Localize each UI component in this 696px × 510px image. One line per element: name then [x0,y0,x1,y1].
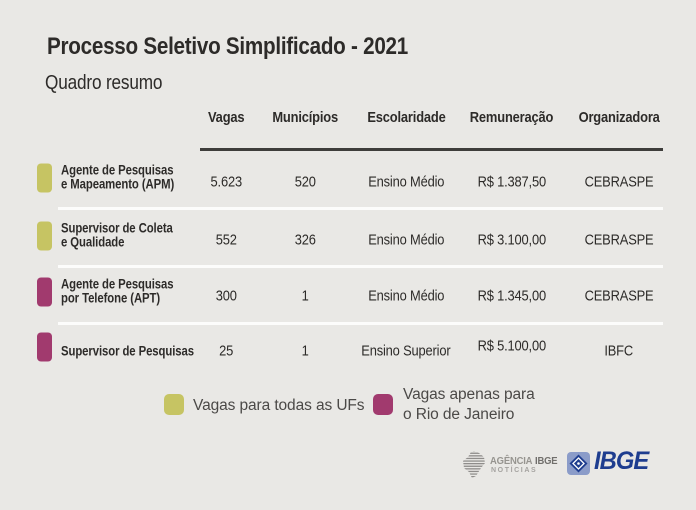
cell-vagas: 552 [215,231,237,249]
agencia-ibge-noticias-logo: AGÊNCIA IBGE NOTÍCIAS [461,450,571,480]
page-subtitle: Quadro resumo [45,72,181,95]
row-category-marker-olive [37,163,52,193]
row-category-marker-magenta [37,277,52,307]
legend-label-rio: Vagas apenas para o Rio de Janeiro [403,386,535,423]
row-separator [58,265,663,268]
legend-label-todas-ufs: Vagas para todas as UFs [193,397,365,414]
cell-escolaridade: Ensino Médio [367,287,445,305]
row-role-label: Agente de Pesquisas por Telefone (APT) [61,276,174,305]
page-title-text: Processo Seletivo Simplificado - 2021 [47,33,408,60]
ibge-wordmark: IBGE [594,447,649,475]
row-role-label: Supervisor de Pesquisas [61,343,194,359]
cell-municipios: 1 [301,342,309,360]
row-role-label: Agente de Pesquisas e Mapeamento (APM) [61,162,175,191]
cell-vagas: 5.623 [210,173,242,191]
column-header-municipios: Municípios [272,109,338,126]
cell-escolaridade: Ensino Médio [367,231,445,249]
cell-organizadora: CEBRASPE [584,287,654,305]
row-separator [58,207,663,210]
agencia-noticias-label: NOTÍCIAS [491,467,538,474]
ibge-logo: IBGE [567,447,662,477]
cell-remuneracao: R$ 1.387,50 [477,173,547,191]
row-category-marker-magenta [37,332,52,362]
column-header-vagas: Vagas [207,109,245,126]
table-row: Agente de Pesquisas e Mapeamento (APM) 5… [0,154,696,210]
column-header-organizadora: Organizadora [578,109,660,126]
cell-remuneracao: R$ 3.100,00 [477,231,547,249]
legend-swatch-magenta [373,394,393,415]
table-row: Agente de Pesquisas por Telefone (APT) 3… [0,268,696,324]
brazil-map-icon [463,451,485,478]
cell-municipios: 326 [294,231,316,249]
cell-escolaridade: Ensino Superior [361,342,451,360]
cell-remuneracao: R$ 5.100,00 [477,337,547,355]
header-rule [200,148,663,151]
column-header-escolaridade: Escolaridade [366,109,446,126]
ibge-flag-icon [567,452,590,475]
row-category-marker-olive [37,221,52,251]
page-subtitle-text: Quadro resumo [45,72,163,94]
row-separator [58,322,663,325]
cell-remuneracao: R$ 1.345,00 [477,287,547,305]
agencia-ibge-wordmark: AGÊNCIA IBGE [490,455,558,467]
legend-swatch-olive [164,394,184,415]
cell-escolaridade: Ensino Médio [367,173,445,191]
cell-municipios: 520 [294,173,316,191]
cell-vagas: 25 [218,342,233,360]
cell-organizadora: CEBRASPE [584,173,654,191]
cell-organizadora: CEBRASPE [584,231,654,249]
cell-vagas: 300 [215,287,237,305]
table-row: Supervisor de Pesquisas 25 1 Ensino Supe… [0,323,696,379]
table-row: Supervisor de Coleta e Qualidade 552 326… [0,212,696,268]
column-header-remuneracao: Remuneração [470,109,554,126]
row-role-label: Supervisor de Coleta e Qualidade [61,220,173,249]
cell-municipios: 1 [301,287,309,305]
cell-organizadora: IBFC [604,342,634,360]
page-title: Processo Seletivo Simplificado - 2021 [47,33,467,61]
